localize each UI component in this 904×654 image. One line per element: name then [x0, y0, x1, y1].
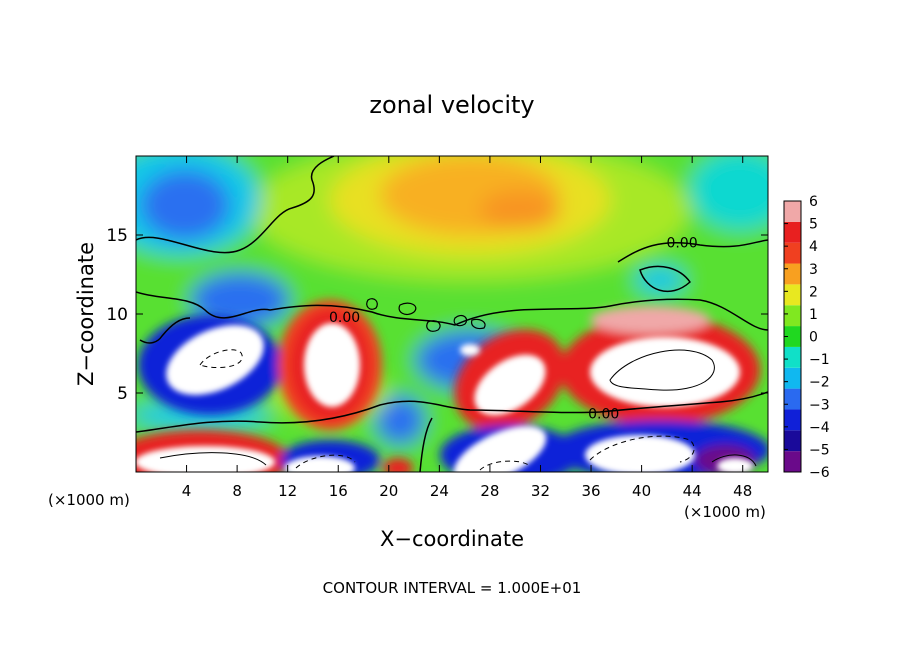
colorbar-segment [784, 221, 801, 243]
x-unit-left: (×1000 m) [48, 491, 130, 509]
contour-zero-island [639, 265, 692, 293]
contour-zero-upper [136, 156, 335, 254]
colorbar-segment [784, 367, 801, 389]
colorbar-tick-label: 3 [809, 262, 818, 278]
colorbar-tick-label: −3 [809, 397, 830, 413]
x-tick-label: 48 [733, 482, 752, 500]
contour-interval-footer: CONTOUR INTERVAL = 1.000E+01 [323, 579, 582, 597]
colorbar-tick-label: −5 [809, 442, 830, 458]
contour-zero-lower [136, 391, 768, 433]
colorbar-segment [784, 430, 801, 452]
y-tick-label: 5 [117, 384, 128, 404]
x-tick-label: 20 [379, 482, 398, 500]
colorbar-tick-label: −6 [809, 465, 830, 481]
contour-dashed-4 [479, 460, 531, 471]
colorbar-segment [784, 451, 801, 472]
contour-zero-left-edge [139, 317, 191, 344]
x-tick-label: 12 [278, 482, 297, 500]
colorbar-tick-label: 0 [809, 330, 818, 346]
contour-dashed-1 [199, 349, 243, 368]
colorbar-tick-label: 2 [809, 284, 818, 300]
colorbar-segment [784, 201, 801, 222]
colorbar-tick-label: 5 [809, 217, 818, 233]
x-tick-label: 24 [430, 482, 449, 500]
colorbar-tick-label: −4 [809, 420, 830, 436]
colorbar: 6 5 4 3 2 1 0 −1 −2 −3 −4 −5 −6 [783, 194, 830, 481]
colorbar-segment [784, 263, 801, 285]
contour-dashed-2 [589, 435, 695, 463]
colorbar-segment [784, 284, 801, 306]
colorbar-segment [784, 242, 801, 264]
colorbar-segment [784, 346, 801, 368]
colorbar-segment [784, 409, 801, 431]
contour-zero-right [617, 239, 768, 263]
x-axis-label: X−coordinate [380, 527, 524, 551]
contour-zero-channel [419, 417, 433, 472]
heatmap-field: 0.00 0.00 0.00 [136, 156, 768, 472]
x-tick-label: 32 [531, 482, 550, 500]
contour-label: 0.00 [329, 310, 360, 326]
contour-solid-inner-1 [609, 349, 715, 391]
colorbar-tick-label: 6 [809, 194, 818, 210]
x-tick-label: 8 [232, 482, 242, 500]
x-tick-label: 4 [182, 482, 192, 500]
y-tick-label: 15 [106, 226, 128, 246]
colorbar-tick-label: 1 [809, 307, 818, 323]
x-tick-label: 44 [683, 482, 702, 500]
contour-small-blobs [366, 298, 486, 332]
x-tick-label: 28 [480, 482, 499, 500]
contour-dashed-3 [295, 454, 356, 469]
x-tick-label: 16 [329, 482, 348, 500]
colorbar-tick-label: −1 [809, 352, 830, 368]
contour-zero-middle [136, 291, 768, 331]
chart-title: zonal velocity [369, 91, 534, 119]
contour-label: 0.00 [666, 236, 697, 252]
colorbar-segment [784, 388, 801, 410]
contour-lines [136, 156, 768, 472]
y-axis-label: Z−coordinate [74, 242, 98, 386]
colorbar-segment [784, 305, 801, 327]
contour-solid-inner-2 [159, 452, 267, 466]
colorbar-tick-label: 4 [809, 239, 818, 255]
colorbar-tick-label: −2 [809, 375, 830, 391]
x-tick-label: 36 [581, 482, 600, 500]
contour-solid-inner-3 [711, 454, 757, 467]
contour-label: 0.00 [588, 406, 619, 422]
colorbar-segment [784, 326, 801, 347]
y-tick-label: 10 [106, 305, 128, 325]
contour-labels: 0.00 0.00 0.00 [329, 236, 698, 423]
x-tick-label: 40 [632, 482, 651, 500]
x-unit-right: (×1000 m) [684, 503, 766, 521]
